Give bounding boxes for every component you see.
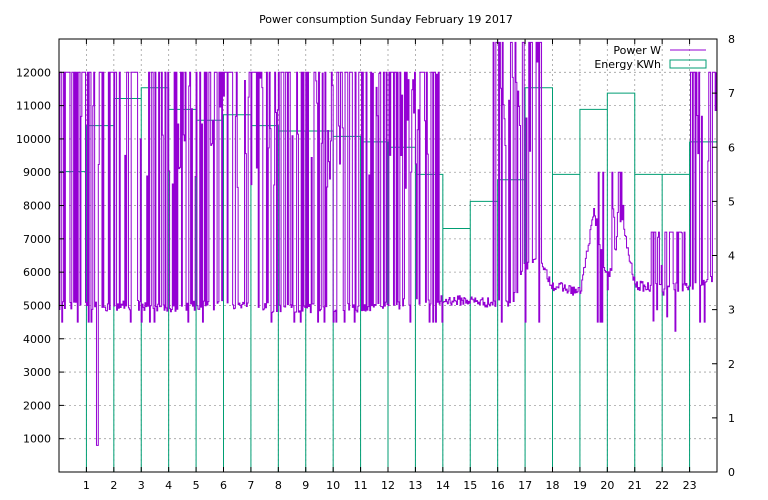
y-right-tick-label: 2 [728,358,735,371]
y-left-tick-label: 7000 [23,233,51,246]
x-tick-label: 17 [518,479,532,492]
x-tick-label: 3 [138,479,145,492]
y-left-tick-label: 10000 [16,133,51,146]
x-tick-label: 16 [491,479,505,492]
y-left-tick-label: 5000 [23,299,51,312]
energy-steps [58,87,718,472]
x-tick-label: 6 [220,479,227,492]
x-tick-label: 11 [354,479,368,492]
legend-label-power: Power W [613,44,661,57]
x-tick-label: 18 [546,479,560,492]
x-axis: 1 2 3 4 5 6 7 8 9 10 11 12 13 14 15 16 17 18 19 20 21 22 23 [83,39,697,492]
y-right-tick-label: 6 [728,141,735,154]
x-tick-label: 20 [600,479,614,492]
y-left-tick-label: 8000 [23,200,51,213]
power-series [59,41,717,446]
energy-series [58,87,718,472]
x-tick-label: 8 [275,479,282,492]
y-left-tick-label: 12000 [16,66,51,79]
y-left-tick-label: 11000 [16,100,51,113]
x-tick-label: 12 [381,479,395,492]
y-right-tick-label: 1 [728,412,735,425]
x-tick-label: 1 [83,479,90,492]
y-left-tick-label: 3000 [23,366,51,379]
x-tick-label: 4 [165,479,172,492]
y-right-tick-label: 0 [728,466,735,479]
y-axis-right: 0 1 2 3 4 5 6 7 8 [712,33,735,479]
x-tick-label: 7 [247,479,254,492]
x-tick-label: 21 [628,479,642,492]
y-left-tick-label: 2000 [23,399,51,412]
y-right-tick-label: 4 [728,250,735,263]
legend-swatch-energy [669,59,707,69]
y-right-tick-label: 5 [728,195,735,208]
y-right-tick-label: 7 [728,87,735,100]
y-left-tick-label: 1000 [23,433,51,446]
y-left-tick-label: 9000 [23,166,51,179]
x-tick-label: 22 [655,479,669,492]
x-tick-label: 14 [436,479,450,492]
x-tick-label: 23 [683,479,697,492]
power-line [59,41,717,446]
y-right-tick-label: 3 [728,304,735,317]
chart-title: Power consumption Sunday February 19 201… [259,13,513,26]
x-tick-label: 10 [326,479,340,492]
x-tick-label: 19 [573,479,587,492]
x-tick-label: 9 [302,479,309,492]
legend-label-energy: Energy KWh [594,58,661,71]
y-left-tick-label: 6000 [23,266,51,279]
legend: Power W Energy KWh [594,44,707,71]
x-tick-label: 2 [110,479,117,492]
x-tick-label: 13 [408,479,422,492]
x-tick-label: 5 [193,479,200,492]
y-axis-left: 1000 2000 3000 4000 5000 6000 7000 8000 9000 1000… [16,66,64,446]
y-left-tick-label: 4000 [23,333,51,346]
x-tick-label: 15 [463,479,477,492]
y-right-tick-label: 8 [728,33,735,46]
